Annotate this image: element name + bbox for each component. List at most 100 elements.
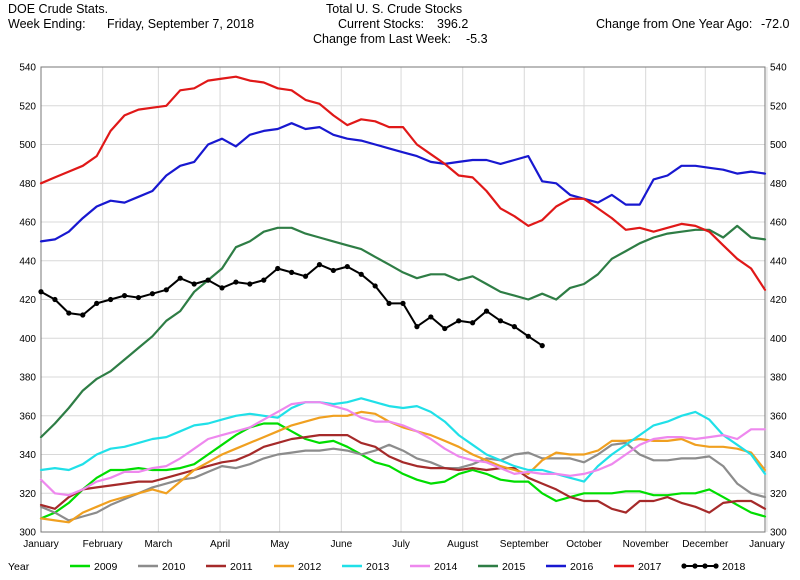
- series-lines: [38, 75, 767, 524]
- series-line-2017: [39, 75, 767, 291]
- legend-item-2015: 2015: [478, 561, 526, 573]
- y-tick-label-left: 380: [19, 373, 36, 384]
- x-tick-label: December: [682, 539, 729, 550]
- legend-label-2009: 2009: [94, 561, 118, 573]
- series-line-2015: [39, 224, 767, 439]
- y-tick-label-left: 440: [19, 256, 36, 267]
- legend-label-2017: 2017: [638, 561, 662, 573]
- header-title: DOE Crude Stats.: [8, 2, 109, 16]
- data-point-2018: [191, 281, 197, 287]
- y-tick-label-left: 460: [19, 218, 36, 229]
- x-tick-label: September: [500, 539, 550, 550]
- x-tick-label: August: [447, 539, 478, 550]
- data-point-2018: [261, 277, 267, 283]
- data-point-2018: [289, 269, 295, 275]
- x-tick-label: January: [23, 539, 59, 550]
- y-tick-label-left: 420: [19, 295, 36, 306]
- legend-label-2015: 2015: [502, 561, 526, 573]
- legend-label-2016: 2016: [570, 561, 594, 573]
- y-tick-label-right: 360: [770, 411, 787, 422]
- series-line-2010: [39, 441, 767, 522]
- data-point-2018: [344, 263, 350, 270]
- legend-item-2018: 2018: [681, 561, 746, 573]
- legend-marker-2018: [681, 563, 687, 569]
- data-point-2018: [121, 293, 128, 299]
- legend-label-2011: 2011: [230, 561, 253, 573]
- y-tick-label-right: 340: [770, 450, 787, 461]
- legend-marker-2018: [713, 563, 719, 569]
- data-point-2018: [38, 289, 44, 295]
- data-point-2018: [177, 275, 183, 281]
- y-tick-label-left: 480: [19, 179, 36, 190]
- legend-item-2009: 2009: [70, 561, 118, 573]
- weekly-change-label: Change from Last Week:: [313, 32, 452, 46]
- data-point-2018: [330, 267, 336, 274]
- data-point-2018: [302, 273, 309, 279]
- legend-item-2010: 2010: [138, 561, 186, 573]
- legend-item-2013: 2013: [342, 561, 390, 573]
- data-point-2018: [233, 279, 239, 285]
- y-tick-label-left: 540: [19, 63, 36, 74]
- weekly-change-value: -5.3: [466, 32, 488, 46]
- legend-label-2013: 2013: [366, 561, 390, 573]
- data-point-2018: [247, 281, 253, 287]
- data-point-2018: [483, 308, 490, 314]
- legend-item-2014: 2014: [410, 561, 458, 573]
- y-tick-label-left: 500: [19, 140, 36, 151]
- y-tick-label-right: 440: [770, 256, 787, 267]
- x-tick-label: July: [392, 539, 410, 550]
- plot-frame: [40, 66, 766, 533]
- data-point-2018: [135, 294, 142, 301]
- data-point-2018: [358, 271, 364, 277]
- data-point-2018: [163, 287, 169, 293]
- data-point-2018: [414, 324, 420, 330]
- y-tick-label-left: 520: [19, 101, 36, 112]
- legend-label-2018: 2018: [722, 561, 746, 573]
- x-tick-label: November: [623, 539, 670, 550]
- y-tick-label-right: 480: [770, 179, 787, 190]
- series-line-2014: [39, 401, 767, 497]
- y-tick-label-left: 320: [19, 489, 36, 500]
- data-point-2018: [400, 300, 406, 306]
- legend-label-2010: 2010: [162, 561, 186, 573]
- y-tick-label-right: 380: [770, 373, 787, 384]
- data-point-2018: [94, 300, 100, 306]
- data-point-2018: [219, 285, 225, 291]
- x-tick-label: January: [749, 539, 785, 550]
- y-tick-label-left: 340: [19, 450, 36, 461]
- x-tick-label: March: [144, 539, 172, 550]
- legend-label-2012: 2012: [298, 561, 322, 573]
- x-tick-label: February: [83, 539, 123, 550]
- week-ending-value: Friday, September 7, 2018: [107, 17, 255, 31]
- yearly-change-value: -72.0: [761, 17, 790, 31]
- data-point-2018: [372, 283, 378, 289]
- legend-item-2016: 2016: [546, 561, 594, 573]
- x-tick-label: October: [566, 539, 602, 550]
- legend: Year 2009 2010 2011 2012 2013 2014 2015 2016 2017…: [8, 561, 746, 573]
- yearly-change-label: Change from One Year Ago:: [596, 17, 753, 31]
- current-stocks-value: 396.2: [437, 17, 469, 31]
- y-tick-label-right: 520: [770, 101, 787, 112]
- series-line-2009: [39, 422, 767, 520]
- data-point-2018: [525, 333, 531, 339]
- legend-marker-2018: [692, 563, 698, 569]
- data-point-2018: [149, 291, 155, 297]
- data-point-2018: [205, 277, 211, 283]
- y-tick-label-right: 500: [770, 140, 787, 151]
- data-point-2018: [80, 312, 86, 318]
- legend-item-2017: 2017: [614, 561, 662, 573]
- series-line-2011: [39, 434, 767, 514]
- y-tick-label-right: 300: [770, 528, 787, 539]
- legend-label-2014: 2014: [434, 561, 458, 573]
- data-point-2018: [386, 300, 392, 306]
- y-tick-label-left: 360: [19, 411, 36, 422]
- x-tick-label: May: [270, 539, 289, 550]
- legend-marker-2018: [702, 563, 708, 569]
- y-tick-label-left: 400: [19, 334, 36, 345]
- y-tick-label-right: 420: [770, 295, 787, 306]
- series-line-2012: [39, 410, 767, 524]
- chart-subtitle: Total U. S. Crude Stocks: [326, 2, 463, 16]
- series-line-2016: [39, 122, 767, 243]
- data-point-2018: [456, 318, 462, 324]
